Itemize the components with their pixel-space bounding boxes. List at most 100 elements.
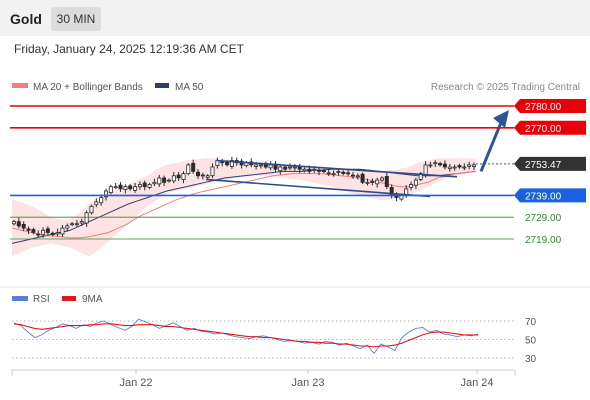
candle-body xyxy=(379,177,384,181)
candle-body xyxy=(360,173,365,183)
candle-body xyxy=(409,184,414,188)
candle-body xyxy=(433,162,438,165)
candle-body xyxy=(94,201,99,206)
candle-body xyxy=(152,181,157,185)
rsi-tick-50: 50 xyxy=(525,336,537,347)
candle-body xyxy=(118,184,123,190)
ma50-legend-label: MA 50 xyxy=(175,82,204,93)
candle-body xyxy=(457,165,462,168)
time-label-0: Jan 22 xyxy=(119,377,152,389)
time-label-2: Jan 24 xyxy=(460,377,493,389)
candle-body xyxy=(210,166,215,177)
candle-body xyxy=(331,173,336,176)
candle-body xyxy=(341,171,346,174)
candle-body xyxy=(278,166,283,172)
candle-body xyxy=(428,164,433,167)
rsi-tick-70: 70 xyxy=(525,317,537,328)
candle-body xyxy=(113,186,118,189)
timeframe-button[interactable]: 30 MIN xyxy=(51,7,101,31)
ma20-legend-label: MA 20 + Bollinger Bands xyxy=(33,82,143,93)
candle-body xyxy=(60,227,65,235)
candle-body xyxy=(21,223,26,229)
candle-body xyxy=(292,166,297,169)
candle-body xyxy=(258,164,263,167)
candle-body xyxy=(142,182,147,188)
level-tag-2780.00 xyxy=(514,99,586,113)
time-axis-labels: Jan 22 Jan 23 Jan 24 xyxy=(119,370,494,389)
candle-body xyxy=(350,174,355,177)
credit-text: Research © 2025 Trading Central xyxy=(431,82,580,93)
candle-body xyxy=(384,175,389,187)
candle-body xyxy=(89,205,94,214)
candle-body xyxy=(312,168,317,171)
projection-arrowhead xyxy=(493,110,509,128)
candle-body xyxy=(225,161,230,166)
candle-body xyxy=(438,163,443,166)
candle-body xyxy=(452,166,457,169)
ma9-legend-swatch xyxy=(62,296,76,301)
channel-lower-line xyxy=(205,178,431,198)
candle-body xyxy=(191,162,196,172)
candle-body xyxy=(123,186,128,190)
candle-body xyxy=(302,168,307,172)
rsi-plot: 70 50 30 xyxy=(12,317,537,365)
rsi-legend-swatch xyxy=(12,296,28,301)
candle-body xyxy=(471,164,476,167)
candle-body xyxy=(31,229,36,233)
candle-body xyxy=(162,177,167,183)
rsi-series-9ma xyxy=(13,323,478,348)
candle-body xyxy=(99,197,104,204)
candle-body xyxy=(307,168,312,172)
candle-body xyxy=(336,170,341,173)
candle-body xyxy=(200,174,205,177)
ma9-legend-label: 9MA xyxy=(82,294,103,305)
candle-body xyxy=(375,179,380,185)
candle-body xyxy=(283,166,288,170)
candle-body xyxy=(346,172,351,175)
candle-body xyxy=(166,179,171,182)
level-label-2719.00: 2719.00 xyxy=(525,235,562,246)
channel-upper-line xyxy=(215,159,458,178)
candle-body xyxy=(133,186,138,191)
candle-body xyxy=(137,184,142,188)
candle-body xyxy=(171,175,176,182)
candle-body xyxy=(11,221,16,225)
candle-body xyxy=(84,212,89,224)
candle-body xyxy=(462,166,467,169)
level-label-2780.00: 2780.00 xyxy=(525,102,562,113)
ma20-legend-swatch xyxy=(12,83,28,88)
level-tag-2739.00 xyxy=(514,188,586,203)
candle-body xyxy=(447,166,452,169)
candle-body xyxy=(195,171,200,177)
candle-body xyxy=(370,181,375,183)
candle-body xyxy=(229,160,234,167)
rsi-series-rsi xyxy=(13,318,479,355)
candle-body xyxy=(287,166,292,169)
candle-body xyxy=(423,164,428,176)
instrument-title: Gold xyxy=(10,11,42,27)
candle-body xyxy=(254,164,259,167)
rsi-legend-label: RSI xyxy=(33,294,50,305)
rsi-tick-30: 30 xyxy=(525,354,537,365)
candle-body xyxy=(36,233,41,236)
candle-body xyxy=(157,177,162,185)
candle-body xyxy=(176,174,181,179)
candle-body xyxy=(413,179,418,186)
candle-body xyxy=(268,164,273,169)
candle-body xyxy=(50,232,55,235)
candle-body xyxy=(41,229,46,236)
candle-body xyxy=(26,228,31,231)
candle-body xyxy=(16,221,21,227)
level-tag-2770.00 xyxy=(514,120,586,135)
candle-body xyxy=(205,175,210,178)
candle-body xyxy=(181,173,186,180)
candle-body xyxy=(74,223,79,226)
level-label-2729.00: 2729.00 xyxy=(525,213,562,224)
candle-body xyxy=(186,164,191,174)
candle-body xyxy=(79,221,84,224)
candle-body xyxy=(365,181,370,184)
candle-body xyxy=(467,164,472,167)
level-label-2770.00: 2770.00 xyxy=(525,124,562,135)
candle-body xyxy=(321,170,326,173)
key-levels: 2780.00 2770.00 2739.00 2729.00 2719.00 2753.… xyxy=(10,99,586,246)
